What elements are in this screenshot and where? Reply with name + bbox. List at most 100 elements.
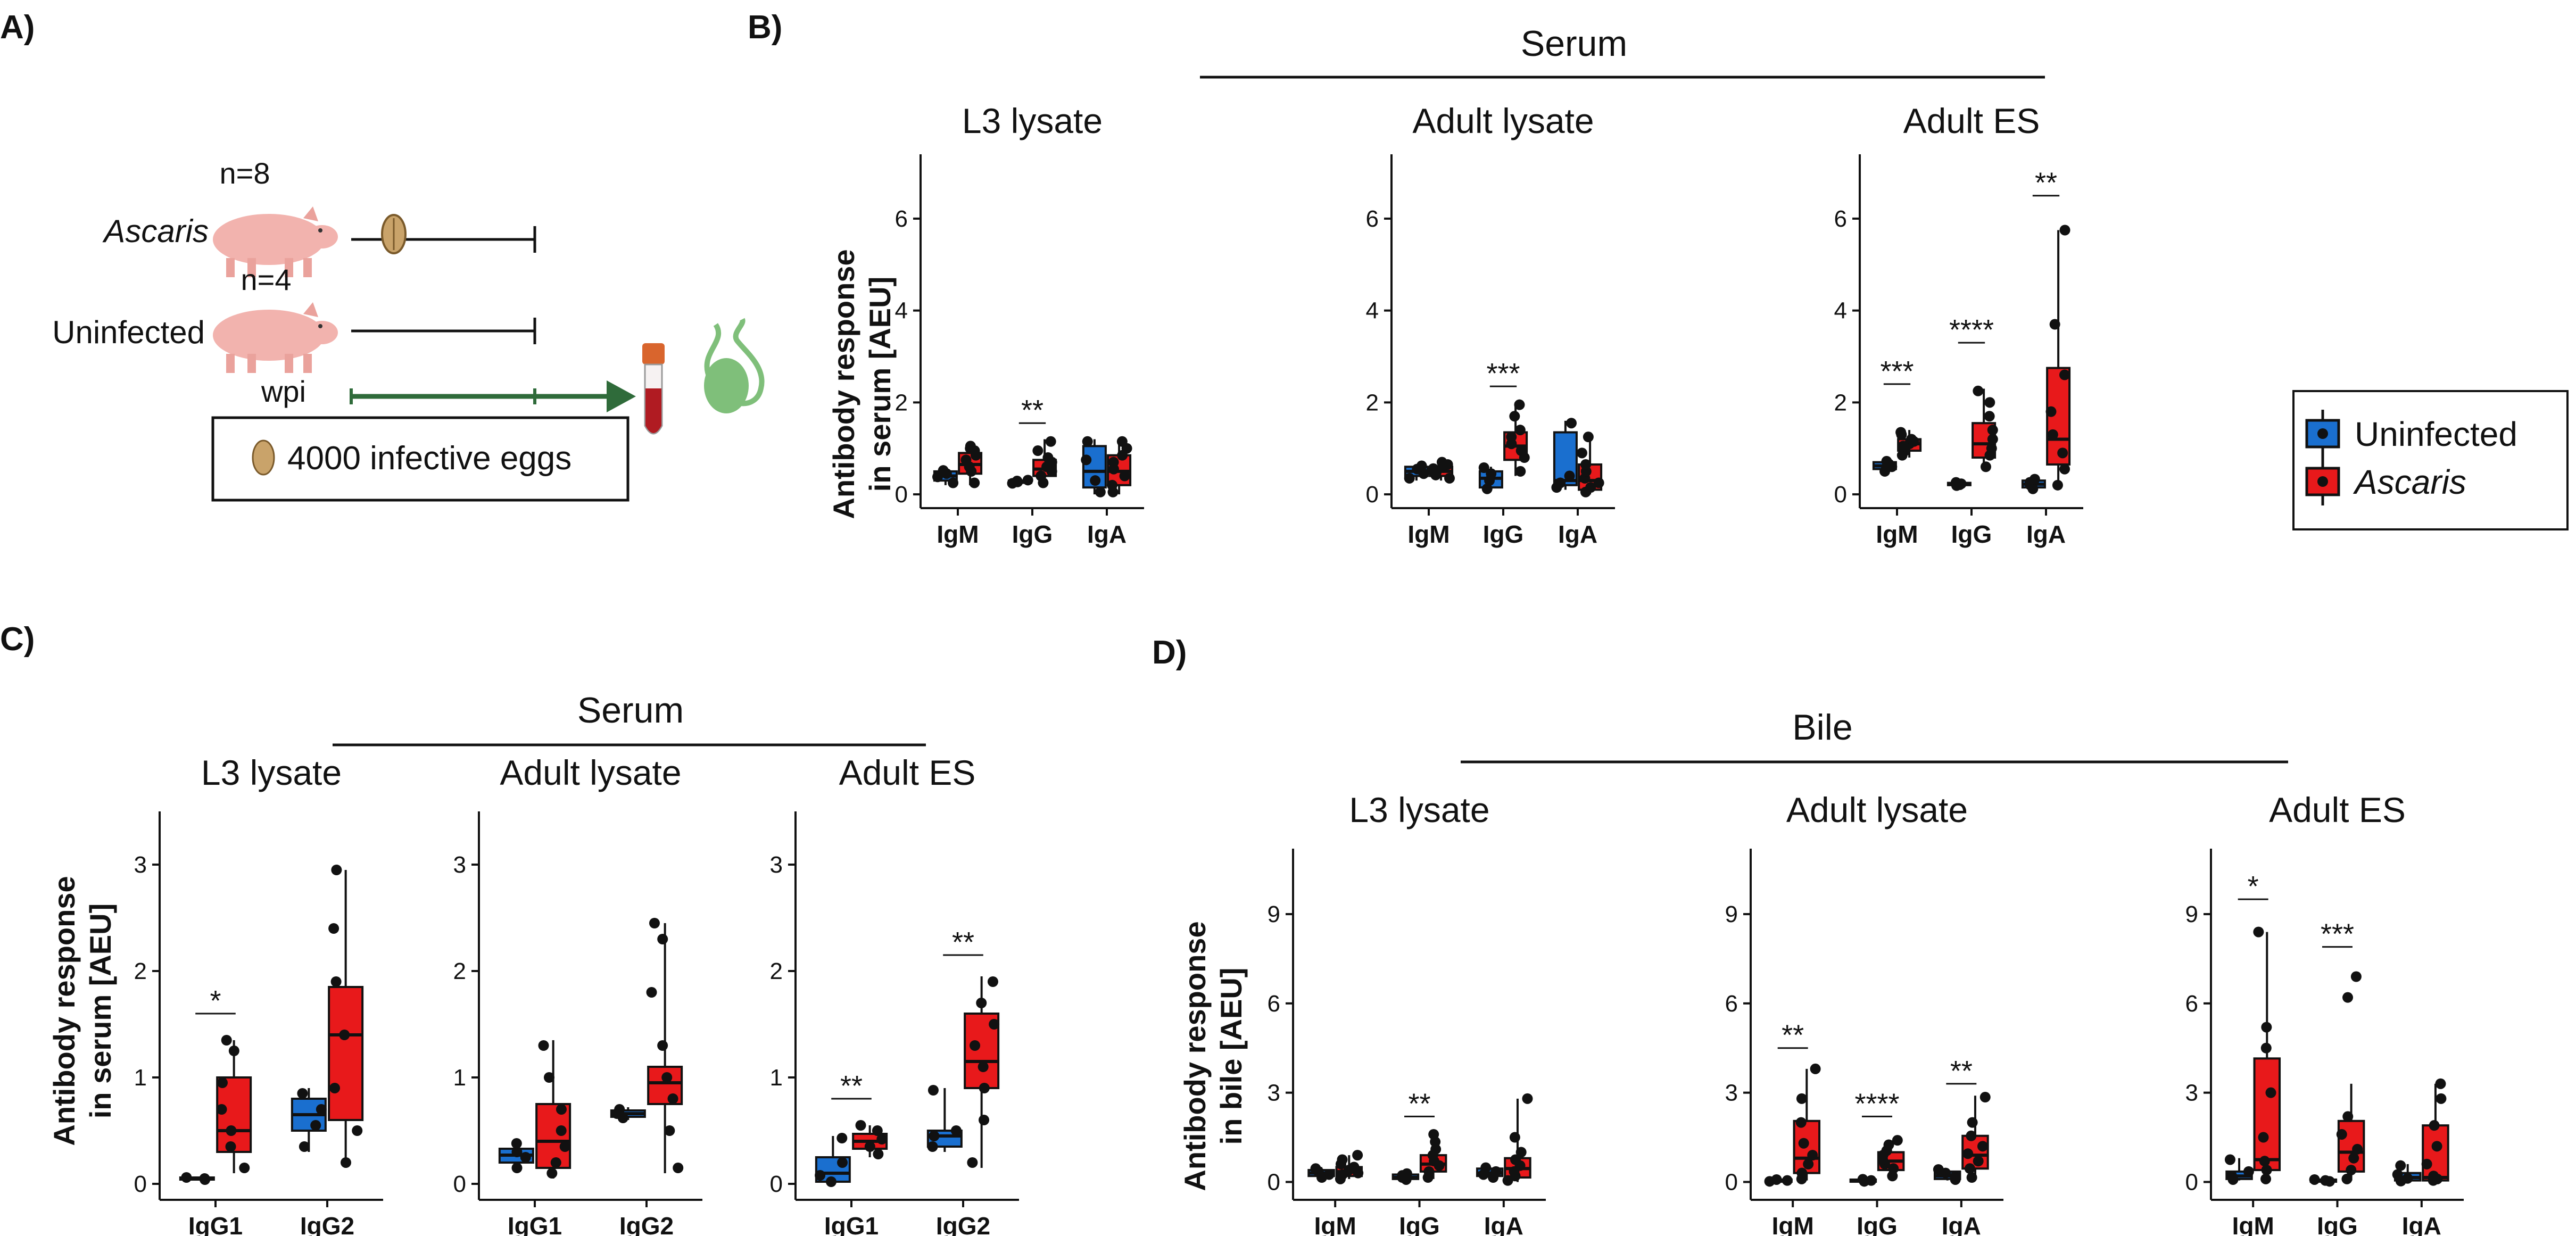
data-point xyxy=(340,1157,351,1168)
data-point xyxy=(1108,457,1119,468)
pig-icon xyxy=(213,302,338,373)
data-point xyxy=(216,1104,227,1115)
box-ascaris-igg1 xyxy=(852,1120,888,1159)
data-point xyxy=(2429,1120,2440,1131)
x-tick-label: IgA xyxy=(1087,520,1127,548)
data-point xyxy=(1119,470,1130,482)
box-uninfected-igg xyxy=(1478,462,1503,494)
panel-c-label: C) xyxy=(0,621,35,658)
box-uninfected-iga xyxy=(1551,418,1578,493)
data-point xyxy=(1522,1093,1533,1104)
data-point xyxy=(815,1170,826,1181)
x-tick-label: IgM xyxy=(1772,1212,1814,1236)
significance-iga: ** xyxy=(2032,167,2060,199)
data-point xyxy=(661,1072,673,1083)
data-point xyxy=(1478,462,1489,473)
data-point xyxy=(226,1125,237,1136)
data-point xyxy=(929,1131,940,1141)
y-tick-label: 2 xyxy=(1366,389,1379,416)
box-uninfected-iga xyxy=(1476,1162,1504,1183)
data-point xyxy=(1986,443,1997,454)
data-point xyxy=(511,1163,523,1173)
egg-icon xyxy=(252,439,275,476)
x-tick-label: IgG1 xyxy=(508,1212,562,1236)
data-point xyxy=(836,1133,848,1143)
svg-text:Antibody response: Antibody response xyxy=(47,876,81,1146)
data-point xyxy=(2435,1078,2446,1089)
timeline-arrow xyxy=(350,380,636,412)
data-point xyxy=(872,1125,883,1136)
data-point xyxy=(1423,1166,1435,1177)
data-point xyxy=(927,1141,938,1152)
data-point xyxy=(970,1040,981,1051)
data-point xyxy=(1796,1093,1807,1104)
data-point xyxy=(550,1157,561,1168)
data-point xyxy=(543,1072,554,1083)
data-point xyxy=(1962,1148,1974,1159)
data-point xyxy=(837,1157,848,1168)
box-body xyxy=(216,1076,252,1153)
data-point xyxy=(221,1035,232,1046)
y-tick-label: 6 xyxy=(1366,206,1379,232)
box-ascaris-igg2 xyxy=(646,918,684,1173)
data-point xyxy=(667,1093,678,1104)
box-uninfected-igm xyxy=(932,465,959,488)
data-point xyxy=(1515,466,1526,477)
y-axis-title: Antibody response in bile [AEU] xyxy=(1178,921,1248,1191)
box-ascaris-iga xyxy=(2421,1078,2449,1186)
box-ascaris-iga xyxy=(1961,1092,1991,1183)
data-point xyxy=(1977,1141,1988,1152)
data-point xyxy=(217,1077,228,1088)
significance-label: *** xyxy=(1880,355,1914,387)
significance-label: ** xyxy=(2035,167,2057,199)
box-uninfected-igg1 xyxy=(815,1133,851,1187)
data-point xyxy=(2261,1165,2272,1176)
significance-label: ** xyxy=(952,926,974,958)
svg-text:Antibody response: Antibody response xyxy=(827,249,860,519)
data-point xyxy=(1987,434,1998,445)
chart-title: Adult lysate xyxy=(500,753,681,792)
y-tick-label: 3 xyxy=(770,852,783,878)
box-uninfected-igm xyxy=(1404,460,1429,484)
data-point xyxy=(855,1120,866,1131)
data-point xyxy=(989,1019,1000,1030)
data-point xyxy=(2059,463,2070,475)
y-tick-label: 6 xyxy=(1834,206,1847,232)
y-tick-label: 3 xyxy=(1268,1080,1280,1106)
x-tick-label: IgG xyxy=(1483,520,1524,548)
x-tick-label: IgA xyxy=(2402,1212,2441,1236)
y-tick-label: 4 xyxy=(1834,298,1847,324)
egg-icon xyxy=(381,214,407,254)
data-point xyxy=(979,1083,990,1093)
y-tick-label: 0 xyxy=(134,1171,147,1197)
data-point xyxy=(1950,1171,1961,1182)
data-point xyxy=(978,1061,989,1072)
panel-b: B) Serum Antibody response in serum [AEU… xyxy=(748,9,2045,519)
data-point xyxy=(2428,1171,2439,1182)
data-point xyxy=(673,1163,684,1173)
data-point xyxy=(199,1173,210,1184)
data-point xyxy=(538,1040,549,1051)
box-ascaris-igm xyxy=(1895,427,1922,461)
box-uninfected-igg2 xyxy=(291,1088,327,1152)
data-point xyxy=(2341,1173,2353,1184)
box-uninfected-igg xyxy=(1391,1168,1420,1185)
gallbladder-icon xyxy=(704,318,765,413)
significance-igg: *** xyxy=(1486,358,1520,389)
box-uninfected-igg xyxy=(1947,477,1972,491)
box-uninfected-igm xyxy=(1872,455,1898,477)
data-point xyxy=(2029,474,2040,485)
data-point xyxy=(1585,482,1596,493)
data-point xyxy=(2258,1132,2269,1143)
y-axis-title: Antibody response in serum [AEU] xyxy=(827,249,897,519)
data-point xyxy=(1964,1163,1975,1174)
box-ascaris-igg xyxy=(2336,971,2365,1184)
data-point xyxy=(1090,475,1101,486)
box-ascaris-igg1 xyxy=(216,1035,252,1173)
data-point xyxy=(649,918,660,928)
data-point xyxy=(1973,1156,1984,1167)
x-tick-label: IgA xyxy=(1942,1212,1981,1236)
y-tick-label: 0 xyxy=(453,1171,466,1197)
data-point xyxy=(2395,1160,2406,1171)
